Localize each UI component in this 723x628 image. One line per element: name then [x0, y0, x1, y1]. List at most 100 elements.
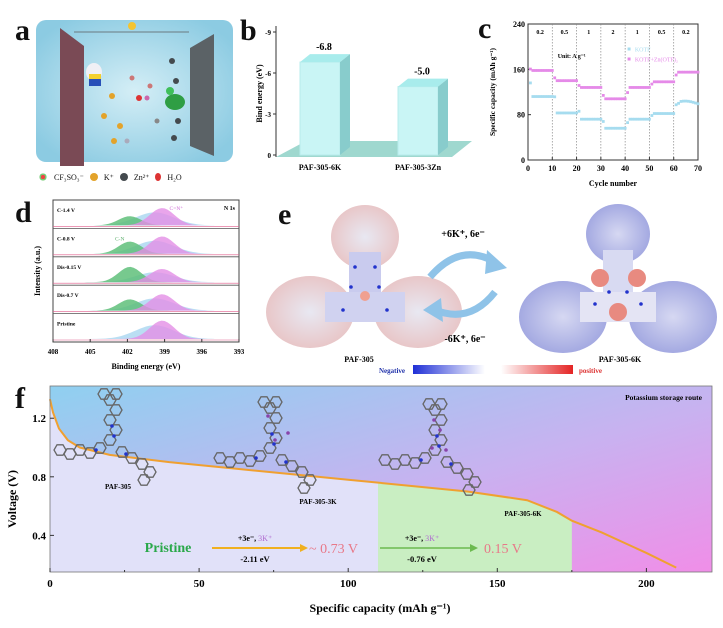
x-tick-label: 408	[48, 348, 59, 356]
y-tick-label: 0.8	[32, 472, 46, 484]
ring	[137, 474, 151, 486]
data-point	[548, 69, 552, 72]
data-point	[621, 126, 625, 130]
potassium-atom	[438, 428, 442, 432]
panel-label-f: f	[15, 382, 25, 415]
data-point	[580, 117, 583, 121]
data-point	[599, 86, 603, 89]
data-point	[650, 82, 654, 86]
x-tick-label: 20	[573, 164, 581, 173]
data-point	[696, 70, 700, 74]
panel-d-chart: C-1.4 V C-0.8 V Dis-0.15 V Dis-0.7 V Pristin…	[33, 199, 245, 371]
data-point	[640, 117, 644, 121]
data-point	[587, 86, 591, 89]
data-point	[570, 79, 574, 83]
legend-marker	[627, 47, 631, 51]
ring	[115, 446, 129, 458]
turtle-figure	[165, 87, 185, 110]
potassium-ion-icon	[89, 173, 98, 181]
data-point	[541, 69, 544, 72]
data-point	[592, 117, 595, 121]
route-arrowhead-2	[470, 544, 478, 552]
nitrogen-atom	[284, 460, 288, 464]
data-point	[660, 80, 663, 84]
data-point	[582, 117, 586, 121]
electron-label: +3e⁻,	[238, 534, 258, 543]
data-point	[640, 86, 644, 89]
data-point	[686, 70, 690, 74]
data-point	[580, 86, 583, 89]
rate-label: 1	[587, 30, 590, 36]
data-point	[584, 117, 588, 121]
nitrogen-atom	[112, 434, 116, 438]
panel-label-a: a	[15, 14, 30, 47]
legend-label-k: K⁺	[103, 172, 114, 182]
data-point	[660, 112, 663, 115]
data-point	[679, 70, 683, 74]
x-tick-label: 200	[638, 578, 655, 590]
data-point	[601, 94, 605, 97]
data-point	[679, 100, 683, 103]
panel-label-b: b	[240, 14, 257, 47]
data-point	[597, 86, 600, 89]
data-point	[633, 86, 637, 89]
data-point	[633, 117, 637, 121]
data-point	[635, 117, 639, 121]
data-point	[682, 70, 685, 74]
bar-side	[438, 78, 448, 155]
data-point	[621, 97, 625, 101]
bar-data-label: -6.8	[316, 42, 332, 53]
molecule-label: PAF-305	[105, 483, 131, 491]
nitrogen-atom	[419, 458, 423, 462]
data-point	[567, 79, 571, 83]
data-point	[645, 117, 649, 121]
lightbulb-icon	[128, 22, 136, 30]
c-n-peak	[77, 216, 215, 226]
y-tick-label: 240	[513, 20, 525, 29]
x-tick-label: 70	[694, 164, 702, 173]
rate-label: 0.2	[682, 30, 690, 36]
data-point	[599, 117, 603, 121]
data-point	[565, 79, 569, 83]
panel-b-chart: 0 -3 -6 -9 Bind energy (eV) -6.8 PAF-305-6K -5.…	[255, 26, 472, 172]
data-point	[638, 117, 642, 121]
rate-label: 1	[636, 30, 639, 36]
potassium-atom	[444, 448, 448, 452]
bar	[397, 86, 439, 156]
data-point	[558, 79, 561, 83]
panel-label-d: d	[15, 196, 32, 229]
data-point	[667, 80, 671, 84]
panel-label-e: e	[278, 198, 292, 231]
data-point	[623, 97, 627, 101]
data-point	[614, 97, 617, 101]
bar-data-label: -5.0	[414, 67, 430, 78]
data-point	[560, 111, 564, 115]
data-point	[609, 126, 612, 130]
data-point	[555, 111, 559, 115]
panel-label-c: c	[478, 12, 492, 45]
ring	[434, 434, 448, 446]
data-point	[536, 95, 540, 98]
data-point	[570, 111, 574, 115]
data-point	[550, 69, 554, 72]
route-step2-result: 0.15 V	[484, 542, 522, 557]
data-point	[618, 97, 622, 101]
zinc-ion-icon	[119, 173, 128, 181]
x-tick-label: 0	[47, 578, 53, 590]
data-point	[536, 69, 540, 72]
c-n-plus-peak	[77, 236, 215, 254]
x-axis-label: Specific capacity (mAh g⁻¹)	[310, 601, 451, 615]
data-point	[531, 95, 535, 98]
data-point	[684, 70, 688, 74]
data-point	[529, 81, 532, 85]
nitrogen-atom	[254, 456, 258, 460]
legend-marker	[627, 57, 631, 61]
ring	[378, 454, 392, 466]
y-axis-label: Bind energy (eV)	[255, 64, 264, 123]
plot-frame	[49, 385, 713, 573]
data-point	[575, 79, 578, 83]
y-axis-label: Specific capacity (mAh g⁻¹)	[488, 47, 497, 136]
voltage-curve	[49, 398, 677, 569]
ring	[143, 466, 157, 478]
bar-top	[398, 78, 448, 87]
